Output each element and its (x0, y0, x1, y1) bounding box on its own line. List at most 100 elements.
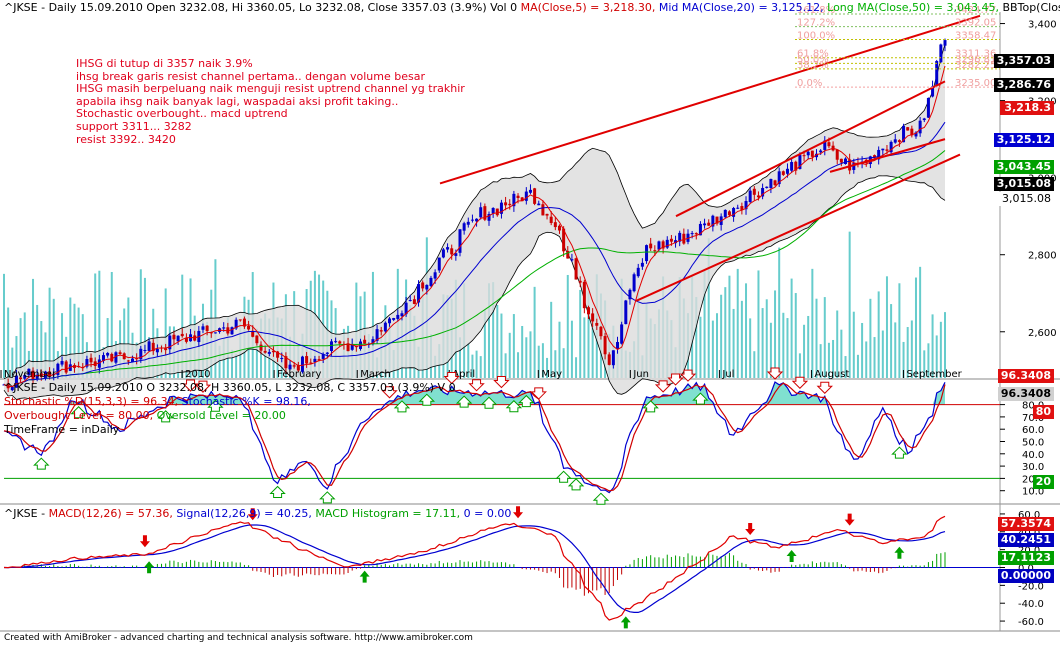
candle-body (466, 221, 470, 225)
volume-bar (803, 324, 806, 378)
candle-body (740, 206, 744, 211)
candle-body (114, 352, 118, 363)
fib-level-value: 3235.00 (955, 78, 996, 89)
note-line: resist 3392.. 3420 (76, 132, 176, 146)
candle-body (562, 228, 566, 252)
volume-bar (885, 276, 888, 378)
volume-bar (467, 342, 470, 378)
buy-arrow (455, 395, 473, 408)
volume-bar (736, 268, 739, 378)
volume-bar (7, 307, 10, 378)
candle-body (802, 155, 806, 157)
volume-bar (521, 325, 524, 378)
candle-body (276, 351, 280, 358)
candle-body (346, 343, 350, 352)
candle-body (906, 127, 910, 131)
fib-level-label: 50.0% (797, 54, 829, 65)
buy-arrow (518, 394, 535, 408)
candle-body (781, 171, 785, 175)
sell-arrow (791, 376, 809, 389)
price-box-ma20: 3,125.12 (993, 133, 1054, 147)
volume-bar (815, 298, 818, 378)
volume-bar (371, 271, 374, 378)
stoch-k-line (3, 381, 946, 494)
candle-body (537, 203, 541, 206)
volume-bar (786, 318, 789, 378)
candle-body (566, 251, 570, 259)
candle-body (694, 233, 698, 235)
volume-bar (927, 343, 930, 378)
stoch-tick-label: 60.0 (1022, 425, 1044, 436)
volume-bar (939, 321, 942, 378)
candle-body (470, 219, 474, 221)
month-label: 2010 (185, 369, 210, 380)
macd-tick-label: -60.0 (1018, 617, 1044, 628)
volume-bar (479, 356, 482, 378)
candle-body (686, 233, 690, 242)
volume-bar (757, 270, 760, 378)
candle-body (126, 360, 130, 362)
stoch-tick-label: 30.0 (1022, 462, 1044, 473)
candle-body (545, 213, 549, 216)
candle-body (632, 274, 636, 292)
candle-body (889, 141, 893, 153)
volume-bar (255, 328, 258, 378)
candle-body (421, 282, 425, 289)
stoch-tick-label: 50.0 (1022, 438, 1044, 449)
fib-level-value: 3424.77 (955, 5, 996, 16)
candle-body (437, 257, 441, 271)
candle-body (259, 344, 263, 351)
candle-body (412, 299, 416, 304)
volume-bar (15, 336, 18, 378)
candle-body (375, 329, 379, 341)
candle-body (578, 280, 582, 283)
timeframe-label: TimeFrame = inDaily (4, 423, 120, 436)
candle-body (433, 272, 437, 279)
ma50-line (3, 150, 946, 388)
volume-bar (52, 298, 55, 378)
fib-level-label: 100.0% (797, 31, 835, 42)
fib-level-label: 127.2% (797, 18, 835, 29)
candle-body (499, 202, 503, 214)
volume-bar (869, 298, 872, 378)
candle-body (19, 377, 23, 380)
candle-body (101, 355, 105, 361)
candle-body (396, 314, 400, 319)
volume-bar (500, 313, 503, 378)
fib-level-value: 3311.36 (955, 49, 996, 60)
overbought-label: Overbought Level = 80.00, (4, 409, 154, 422)
candle-body (89, 357, 93, 363)
candle-body (591, 313, 595, 322)
candle-body (251, 330, 255, 337)
month-label: August (814, 369, 849, 380)
candle-body (309, 362, 313, 364)
candle-body (350, 344, 354, 350)
candle-body (164, 348, 168, 351)
candle-body (902, 125, 906, 143)
candle-body (931, 86, 935, 97)
fib-level-value: 3282.25 (955, 60, 996, 71)
volume-bar (546, 357, 549, 378)
candle-body (765, 186, 769, 188)
volume-bar (517, 352, 520, 378)
candle-body (678, 232, 682, 242)
candle-body (479, 207, 483, 218)
candle-body (106, 352, 110, 356)
candle-body (877, 149, 881, 160)
candle-body (943, 40, 947, 46)
month-label: May (541, 369, 562, 380)
histogram-label: MACD Histogram = 17.11, (315, 507, 461, 520)
volume-bar (69, 297, 72, 378)
macd-tick-label: -20.0 (1018, 581, 1044, 592)
candle-body (823, 140, 827, 150)
candle-body (852, 163, 856, 170)
candle-body (690, 233, 694, 235)
candle-body (334, 341, 338, 343)
candle-body (586, 307, 590, 315)
candle-body (715, 216, 719, 224)
candle-body (441, 249, 445, 258)
candle-body (636, 267, 640, 277)
stoch-tick-label: 40.0 (1022, 450, 1044, 461)
month-label: September (906, 369, 962, 380)
